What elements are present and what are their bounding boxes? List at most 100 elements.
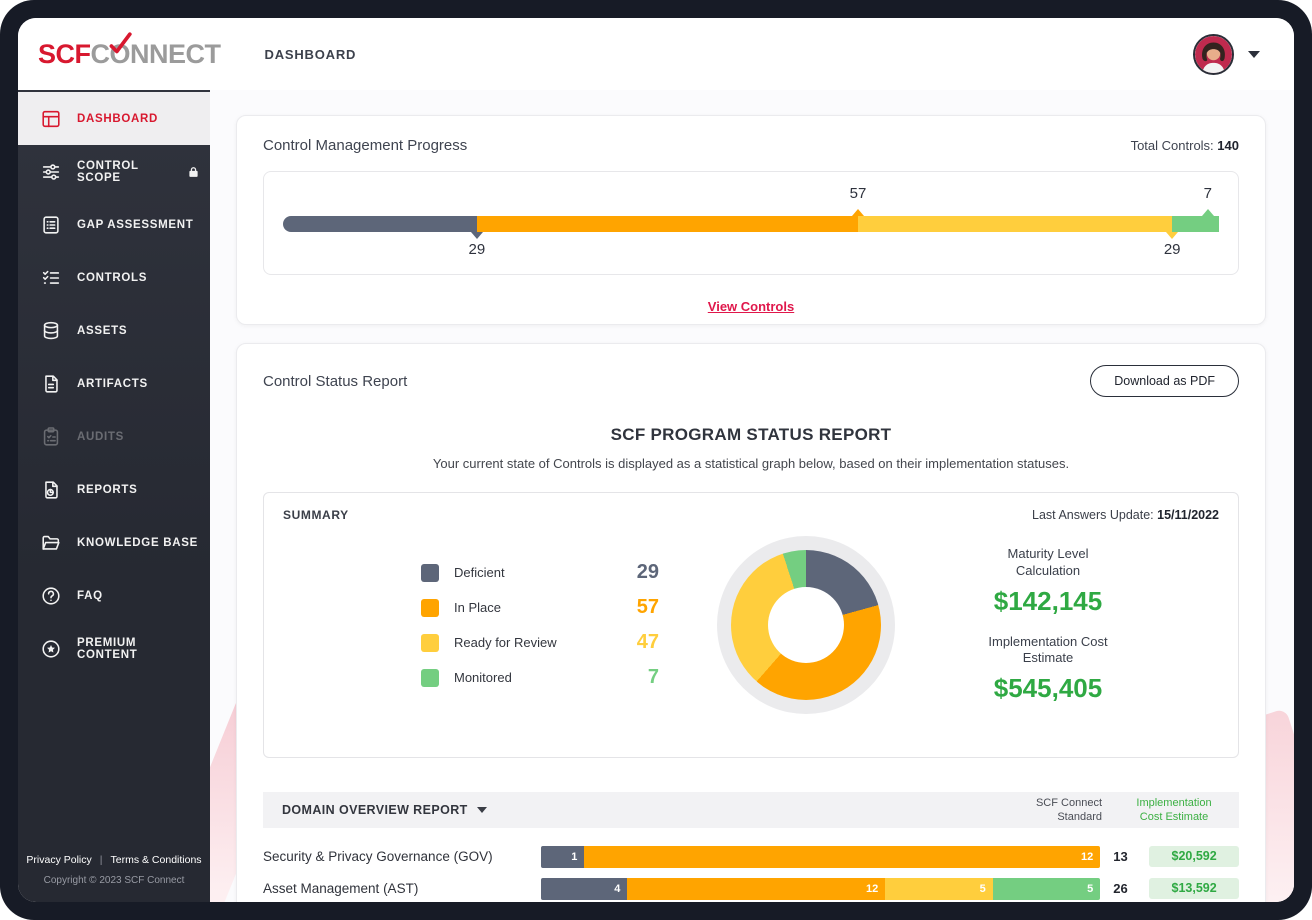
sidebar-item-control-scope[interactable]: CONTROL SCOPE: [18, 145, 210, 198]
report-chart-icon: [40, 479, 62, 501]
domain-cost-badge: $13,592: [1149, 878, 1240, 899]
sidebar: DASHBOARD CONTROL SCOPE GAP ASSESSMENT CONT…: [18, 90, 210, 902]
domain-bar-segment: 4: [541, 877, 628, 900]
domain-stacked-bar: 4 12 5 5: [541, 877, 1101, 900]
column-scf-connect-standard: SCF Connect Standard: [1035, 796, 1102, 823]
dropdown-caret-icon: [476, 807, 487, 813]
domain-total: 26: [1113, 881, 1128, 896]
marker-triangle-icon: [470, 232, 483, 239]
legend-swatch: [421, 633, 439, 652]
progress-segment-monitored: [1172, 216, 1219, 232]
domain-row: Security & Privacy Governance (GOV) 1 12 13…: [263, 845, 1240, 868]
sidebar-item-controls[interactable]: CONTROLS: [18, 251, 210, 304]
sidebar-item-label: ASSETS: [77, 324, 128, 337]
lock-icon: [187, 165, 200, 179]
sidebar-item-label: AUDITS: [77, 430, 125, 443]
legend-swatch: [421, 598, 439, 617]
sidebar-item-dashboard[interactable]: DASHBOARD: [18, 92, 210, 145]
sidebar-item-artifacts[interactable]: ARTIFACTS: [18, 357, 210, 410]
progress-segment-deficient: [283, 216, 477, 232]
sidebar-item-audits: AUDITS: [18, 410, 210, 463]
legend-value: 57: [636, 596, 659, 618]
sidebar-item-knowledge-base[interactable]: KNOWLEDGE BASE: [18, 516, 210, 569]
domain-stacked-bar: 1 12: [541, 845, 1101, 868]
folder-icon: [40, 532, 62, 554]
control-management-progress-card: Control Management Progress Total Contro…: [236, 115, 1266, 325]
sidebar-item-gap-assessment[interactable]: GAP ASSESSMENT: [18, 198, 210, 251]
document-icon: [40, 373, 62, 395]
stacked-progress-bar: 29 57 29 7: [283, 185, 1219, 258]
marker-value: 29: [468, 241, 486, 258]
status-card-title: Control Status Report: [263, 372, 408, 390]
report-subtitle: Your current state of Controls is displa…: [432, 456, 1070, 471]
question-circle-icon: [40, 585, 62, 607]
page-title: DASHBOARD: [264, 46, 357, 62]
domain-bar-segment: 12: [584, 845, 1101, 868]
marker-value: 7: [1203, 185, 1212, 202]
control-status-report-card: Control Status Report Download as PDF SC…: [236, 343, 1266, 902]
domain-total: 13: [1113, 849, 1128, 864]
sidebar-item-label: GAP ASSESSMENT: [77, 218, 194, 231]
implementation-cost-label: Implementation Cost Estimate: [988, 633, 1108, 666]
privacy-policy-link[interactable]: Privacy Policy: [26, 854, 92, 866]
legend-value: 47: [636, 631, 659, 653]
domain-bar-segment: 12: [627, 877, 886, 900]
legend-label: Deficient: [454, 565, 505, 580]
domain-bar-segment: 5: [885, 877, 993, 900]
app-window: SCFCO NNECT DASHBOARD DASHBOARD CONTROL: [18, 18, 1294, 902]
sidebar-nav: DASHBOARD CONTROL SCOPE GAP ASSESSMENT CONT…: [18, 90, 210, 675]
avatar-image-icon: [1195, 35, 1232, 73]
sidebar-item-label: REPORTS: [77, 483, 138, 496]
legend-value: 29: [636, 561, 659, 583]
terms-conditions-link[interactable]: Terms & Conditions: [110, 854, 202, 866]
domain-bar-segment: 1: [541, 845, 585, 868]
view-controls-link[interactable]: View Controls: [707, 299, 795, 314]
sidebar-item-assets[interactable]: ASSETS: [18, 304, 210, 357]
status-legend: Deficient 29 In Place 57 Ready for Review 47 M…: [421, 561, 659, 690]
sliders-icon: [40, 161, 62, 183]
marker-value: 57: [849, 185, 867, 202]
progress-segment-in-place: [476, 216, 858, 232]
total-controls-value: 140: [1217, 138, 1239, 153]
progress-bar-panel: 29 57 29 7: [263, 171, 1239, 275]
domain-row: Asset Management (AST) 4 12 5 5 26 $13,592: [263, 877, 1240, 900]
last-answers-update: Last Answers Update: 15/11/2022: [1032, 508, 1219, 522]
sidebar-item-label: PREMIUM CONTENT: [77, 636, 138, 661]
marker-triangle-icon: [1166, 232, 1179, 239]
legend-label: In Place: [454, 600, 501, 615]
scf-connect-logo: SCFCO NNECT: [38, 31, 221, 70]
download-pdf-button[interactable]: Download as PDF: [1090, 365, 1239, 397]
sidebar-item-label: CONTROLS: [77, 271, 148, 284]
app-header: SCFCO NNECT DASHBOARD: [18, 18, 1294, 90]
copyright-text: Copyright © 2023 SCF Connect: [43, 875, 185, 886]
legend-item-monitored: Monitored 7: [421, 666, 659, 690]
clipboard-list-icon: [40, 214, 62, 236]
domain-overview-dropdown[interactable]: DOMAIN OVERVIEW REPORT: [282, 803, 487, 817]
domain-overview-header: DOMAIN OVERVIEW REPORT SCF Connect Stand…: [263, 792, 1239, 828]
sidebar-item-premium-content[interactable]: PREMIUM CONTENT: [18, 622, 210, 675]
summary-heading: SUMMARY: [283, 508, 349, 522]
domain-label: Asset Management (AST): [263, 881, 419, 896]
logo-checkmark-icon: [109, 31, 132, 53]
maturity-level-value: $142,145: [993, 585, 1103, 616]
legend-label: Monitored: [454, 670, 512, 685]
sidebar-item-faq[interactable]: FAQ: [18, 569, 210, 622]
premium-badge-icon: [40, 638, 62, 660]
user-menu-caret-icon[interactable]: [1248, 50, 1260, 58]
legend-label: Ready for Review: [454, 635, 557, 650]
domain-bar-segment: 5: [992, 877, 1101, 900]
legend-value: 7: [647, 666, 659, 688]
progress-card-title: Control Management Progress: [263, 137, 468, 154]
sidebar-item-label: FAQ: [77, 589, 103, 602]
main-content: Control Management Progress Total Contro…: [210, 90, 1294, 902]
donut-hole: [768, 587, 844, 663]
total-controls: Total Controls: 140: [1130, 138, 1239, 153]
user-avatar[interactable]: [1193, 33, 1234, 75]
dashboard-icon: [40, 108, 62, 130]
domain-label: Security & Privacy Governance (GOV): [263, 849, 493, 864]
sidebar-item-reports[interactable]: REPORTS: [18, 463, 210, 516]
checklist-icon: [40, 267, 62, 289]
database-icon: [40, 320, 62, 342]
implementation-cost-value: $545,405: [993, 673, 1103, 704]
logo-scf-text: SCF: [38, 38, 91, 69]
